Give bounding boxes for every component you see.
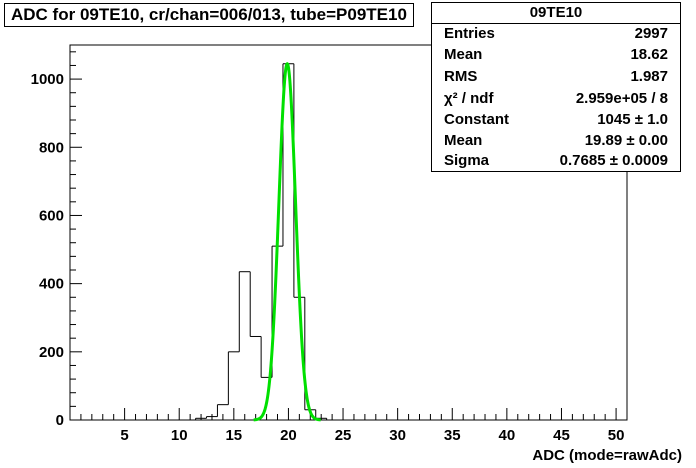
stats-value: 19.89 ± 0.00	[584, 132, 668, 149]
x-tick-label: 10	[171, 427, 188, 444]
stats-label: Sigma	[444, 152, 490, 169]
stats-value: 2997	[634, 25, 668, 42]
axis-ticks	[70, 51, 628, 421]
y-tick-label: 1000	[31, 71, 64, 88]
x-tick-label: 45	[553, 427, 570, 444]
gaussian-fit	[253, 62, 321, 422]
stats-row-constant: Constant 1045 ± 1.0	[444, 109, 668, 130]
x-tick-label: 5	[120, 427, 128, 444]
stats-value: 1045 ± 1.0	[597, 111, 668, 128]
axis-frame	[69, 44, 628, 421]
stats-row-rms: RMS 1.987	[444, 66, 668, 87]
stats-label: Entries	[444, 25, 495, 42]
stats-label: Constant	[444, 111, 509, 128]
stats-box: 09TE10 Entries 2997 Mean 18.62 RMS 1.987…	[431, 2, 681, 172]
stats-value: 18.62	[630, 46, 668, 63]
histogram-bars	[195, 63, 328, 420]
stats-row-sigma: Sigma 0.7685 ± 0.0009	[444, 150, 668, 171]
fit-curve	[253, 62, 321, 422]
y-tick-label: 0	[56, 412, 64, 429]
stats-value: 1.987	[630, 68, 668, 85]
tick-labels: 0 200 400 600 800 1000 5 10 15 20 25 30 35 40 45 50	[31, 71, 625, 444]
plot-frame	[69, 44, 628, 421]
stats-row-mean: Mean 18.62	[444, 44, 668, 65]
x-tick-label: 50	[608, 427, 625, 444]
y-tick-label: 200	[39, 344, 64, 361]
x-tick-label: 30	[389, 427, 406, 444]
x-tick-label: 40	[499, 427, 516, 444]
x-axis-title: ADC (mode=rawAdc)	[532, 447, 682, 464]
stats-row-chi2: χ² / ndf 2.959e+05 / 8	[444, 88, 668, 109]
x-tick-label: 15	[225, 427, 242, 444]
y-tick-label: 600	[39, 207, 64, 224]
y-tick-label: 400	[39, 276, 64, 293]
stats-label: χ² / ndf	[444, 90, 494, 107]
stats-value: 2.959e+05 / 8	[575, 90, 668, 107]
y-tick-label: 800	[39, 139, 64, 156]
stats-label: Mean	[444, 132, 483, 149]
stats-row-fit-mean: Mean 19.89 ± 0.00	[444, 130, 668, 151]
x-tick-label: 35	[444, 427, 461, 444]
stats-label: Mean	[444, 46, 483, 63]
stats-label: RMS	[444, 68, 478, 85]
stats-row-entries: Entries 2997	[444, 23, 668, 44]
plot-title: ADC for 09TE10, cr/chan=006/013, tube=P0…	[4, 3, 414, 27]
stats-value: 0.7685 ± 0.0009	[559, 152, 668, 169]
x-tick-label: 20	[280, 427, 297, 444]
x-tick-label: 25	[335, 427, 352, 444]
stats-title: 09TE10	[432, 3, 680, 24]
